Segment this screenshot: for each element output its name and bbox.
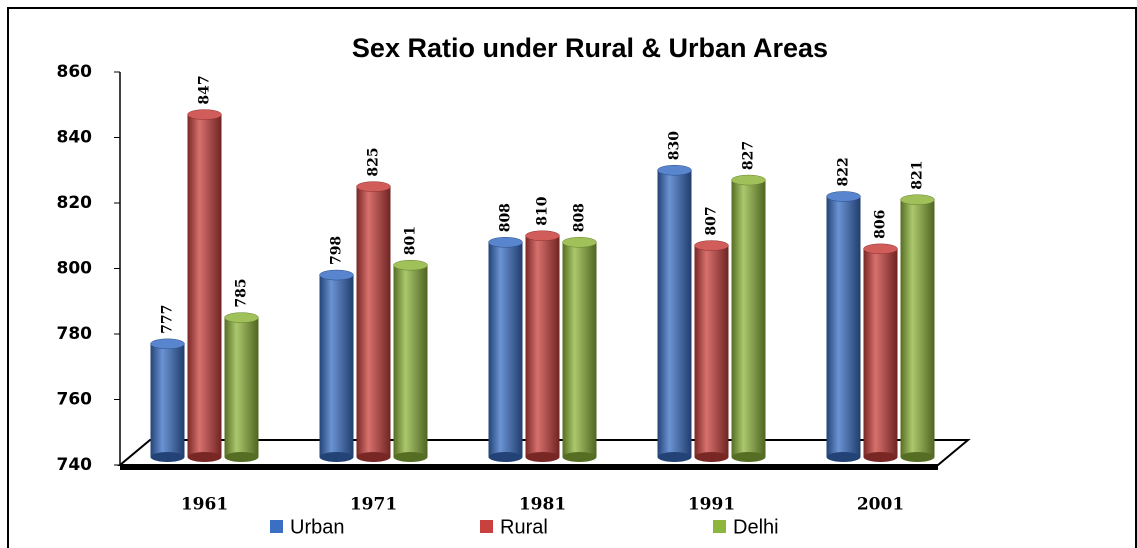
- bar: [525, 235, 560, 457]
- legend-label: Urban: [290, 516, 344, 538]
- bar: [187, 114, 222, 457]
- bar-cap: [657, 165, 692, 176]
- y-tick-label: 800: [57, 259, 93, 279]
- bar-base: [657, 452, 692, 462]
- x-tick-label: 1961: [181, 495, 228, 515]
- x-tick-label: 1981: [519, 495, 566, 515]
- data-label: 808: [572, 203, 588, 232]
- y-tick-label: 840: [57, 128, 93, 148]
- bar-cap: [356, 181, 391, 192]
- x-tick-label: 1971: [350, 495, 397, 515]
- bar-base: [488, 452, 523, 462]
- data-label: 808: [498, 203, 514, 232]
- bar: [657, 170, 692, 457]
- bar-cap: [150, 338, 185, 350]
- bar: [826, 196, 861, 457]
- bar-cap: [187, 109, 222, 120]
- bar: [356, 186, 391, 457]
- data-label: 810: [535, 196, 551, 225]
- y-tick-label: 860: [57, 62, 93, 82]
- legend-swatch: [480, 520, 493, 533]
- data-label: 830: [667, 131, 683, 160]
- bar-base: [319, 452, 354, 462]
- bar-cap: [488, 237, 523, 248]
- x-tick-label: 2001: [857, 495, 904, 515]
- bar: [224, 317, 259, 457]
- data-label: 785: [234, 278, 250, 307]
- x-tick-label: 1991: [688, 495, 735, 515]
- data-label: 827: [741, 141, 757, 170]
- bar-base: [562, 452, 597, 462]
- y-tick-label: 760: [57, 390, 93, 410]
- bar-cap: [863, 243, 898, 255]
- bar: [150, 343, 185, 457]
- y-tick-label: 820: [57, 193, 93, 213]
- bar-base: [224, 452, 259, 462]
- legend-swatch: [270, 520, 283, 533]
- legend-label: Rural: [500, 516, 548, 538]
- bar-base: [731, 452, 766, 462]
- data-label: 806: [873, 210, 889, 239]
- bar-base: [150, 452, 185, 462]
- bar-cap: [525, 230, 560, 241]
- legend-swatch: [713, 520, 726, 533]
- bar-base: [187, 452, 222, 462]
- bar-base: [900, 452, 935, 462]
- data-label: 825: [366, 147, 382, 176]
- y-tick-label: 740: [57, 455, 93, 475]
- bar: [562, 242, 597, 457]
- chart-title: Sex Ratio under Rural & Urban Areas: [352, 33, 828, 63]
- floor-edge: [120, 465, 938, 470]
- data-label: 807: [704, 206, 720, 235]
- bar-cap: [731, 174, 766, 186]
- bar-base: [393, 452, 428, 462]
- bar-cap: [393, 259, 428, 271]
- bar: [900, 199, 935, 457]
- bar: [731, 180, 766, 457]
- bar: [319, 275, 354, 457]
- bar: [393, 265, 428, 457]
- bar: [694, 245, 729, 457]
- bar-base: [356, 452, 391, 462]
- y-tick-label: 780: [57, 324, 93, 344]
- data-label: 821: [910, 160, 926, 189]
- data-label: 847: [197, 75, 213, 104]
- bar-cap: [562, 237, 597, 248]
- bar-base: [826, 452, 861, 462]
- data-label: 798: [329, 236, 345, 265]
- bar-cap: [900, 194, 935, 205]
- bar-base: [694, 452, 729, 462]
- bar-cap: [224, 312, 259, 323]
- data-label: 822: [836, 157, 852, 186]
- bar: [488, 242, 523, 457]
- bar-cap: [826, 191, 861, 202]
- bar-base: [525, 452, 560, 462]
- legend-label: Delhi: [733, 516, 779, 538]
- bar-cap: [694, 240, 729, 251]
- data-label: 777: [160, 305, 176, 334]
- data-label: 801: [403, 226, 419, 255]
- bar: [863, 248, 898, 457]
- bar-cap: [319, 269, 354, 281]
- bar-base: [863, 452, 898, 462]
